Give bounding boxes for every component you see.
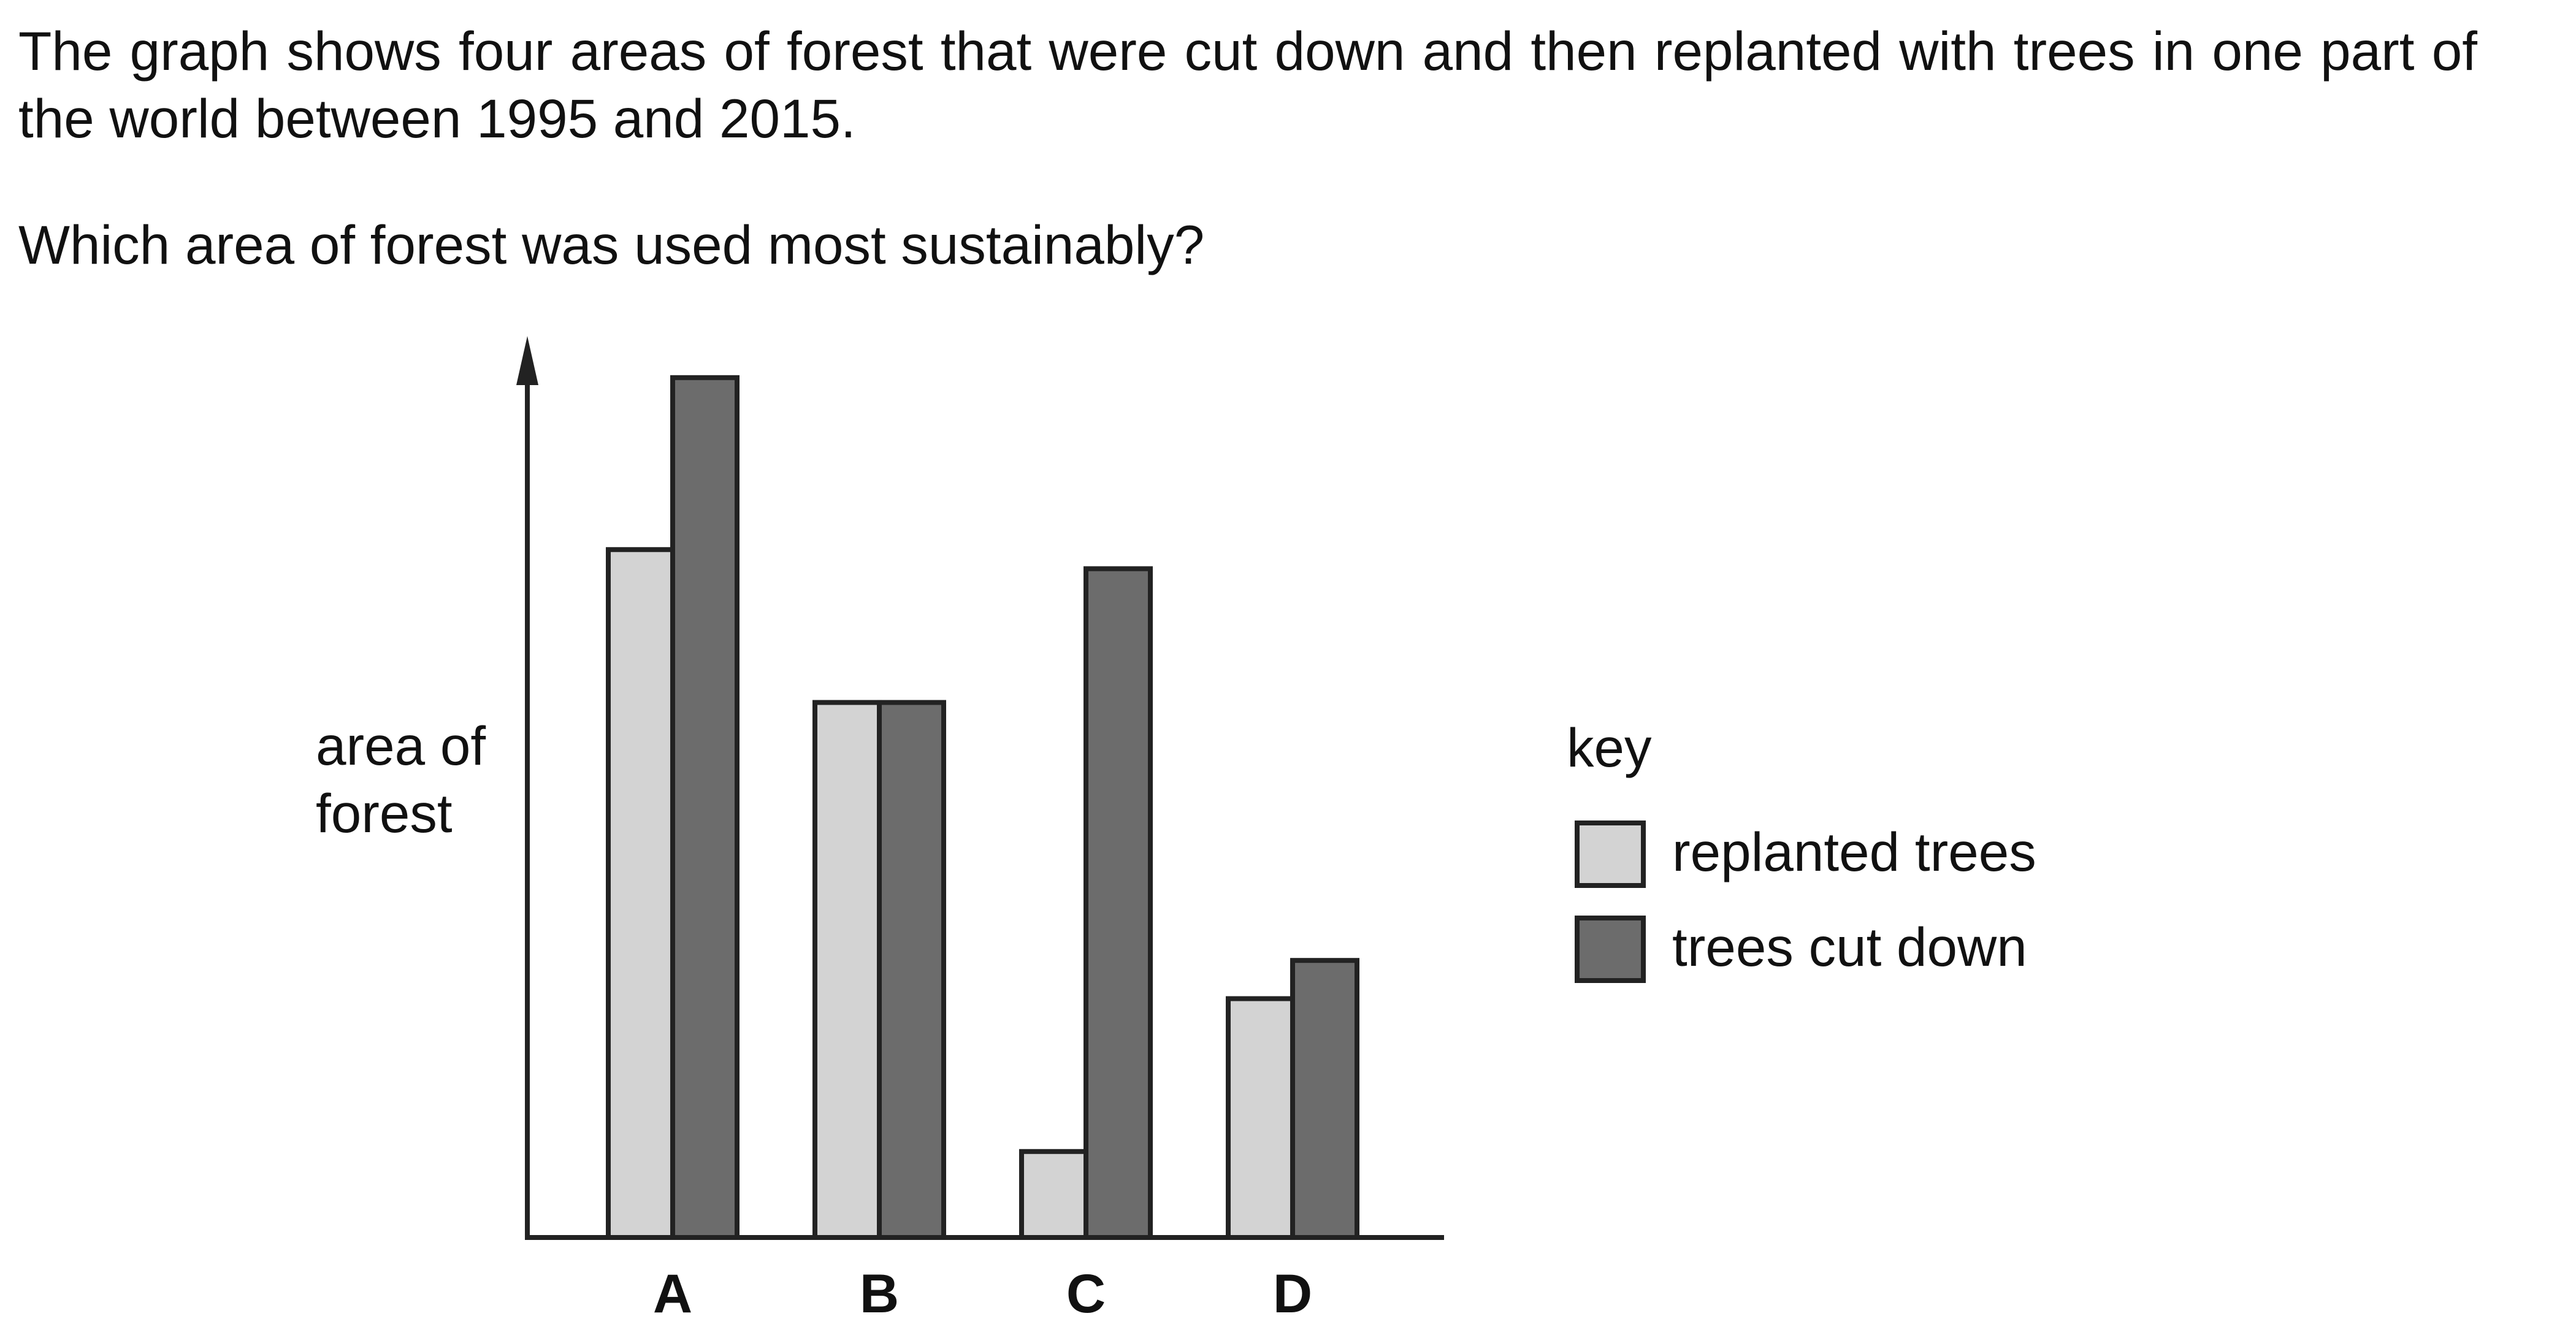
bar-d-cut-down — [1290, 958, 1359, 1241]
question-prompt: Which area of forest was used most susta… — [18, 214, 1205, 275]
legend-title: key — [1567, 717, 1652, 778]
question-intro: The graph shows four areas of forest tha… — [18, 20, 2477, 149]
legend-label-cut-down: trees cut down — [1672, 916, 2027, 977]
y-axis-arrow-icon — [516, 336, 538, 385]
bar-d-replanted — [1226, 996, 1295, 1240]
legend-swatch-cut-down — [1575, 916, 1646, 983]
legend-label-replanted: replanted trees — [1672, 821, 2036, 882]
legend-swatch-replanted — [1575, 821, 1646, 888]
y-axis-label-line-1: area of — [316, 715, 486, 776]
bars-group — [606, 375, 1359, 1241]
x-tick-label-b: B — [860, 1263, 899, 1324]
bar-c-cut-down — [1084, 566, 1153, 1240]
x-tick-label-a: A — [653, 1263, 692, 1324]
bar-a-cut-down — [670, 375, 740, 1240]
bar-b-replanted — [812, 700, 882, 1240]
x-tick-labels: A B C D — [653, 1263, 1312, 1324]
bar-c-replanted — [1019, 1149, 1088, 1241]
bar-b-cut-down — [877, 700, 946, 1240]
y-axis-label-line-2: forest — [316, 782, 453, 844]
x-tick-label-d: D — [1273, 1263, 1312, 1324]
x-tick-label-c: C — [1066, 1263, 1106, 1324]
bar-a-replanted — [606, 547, 675, 1240]
